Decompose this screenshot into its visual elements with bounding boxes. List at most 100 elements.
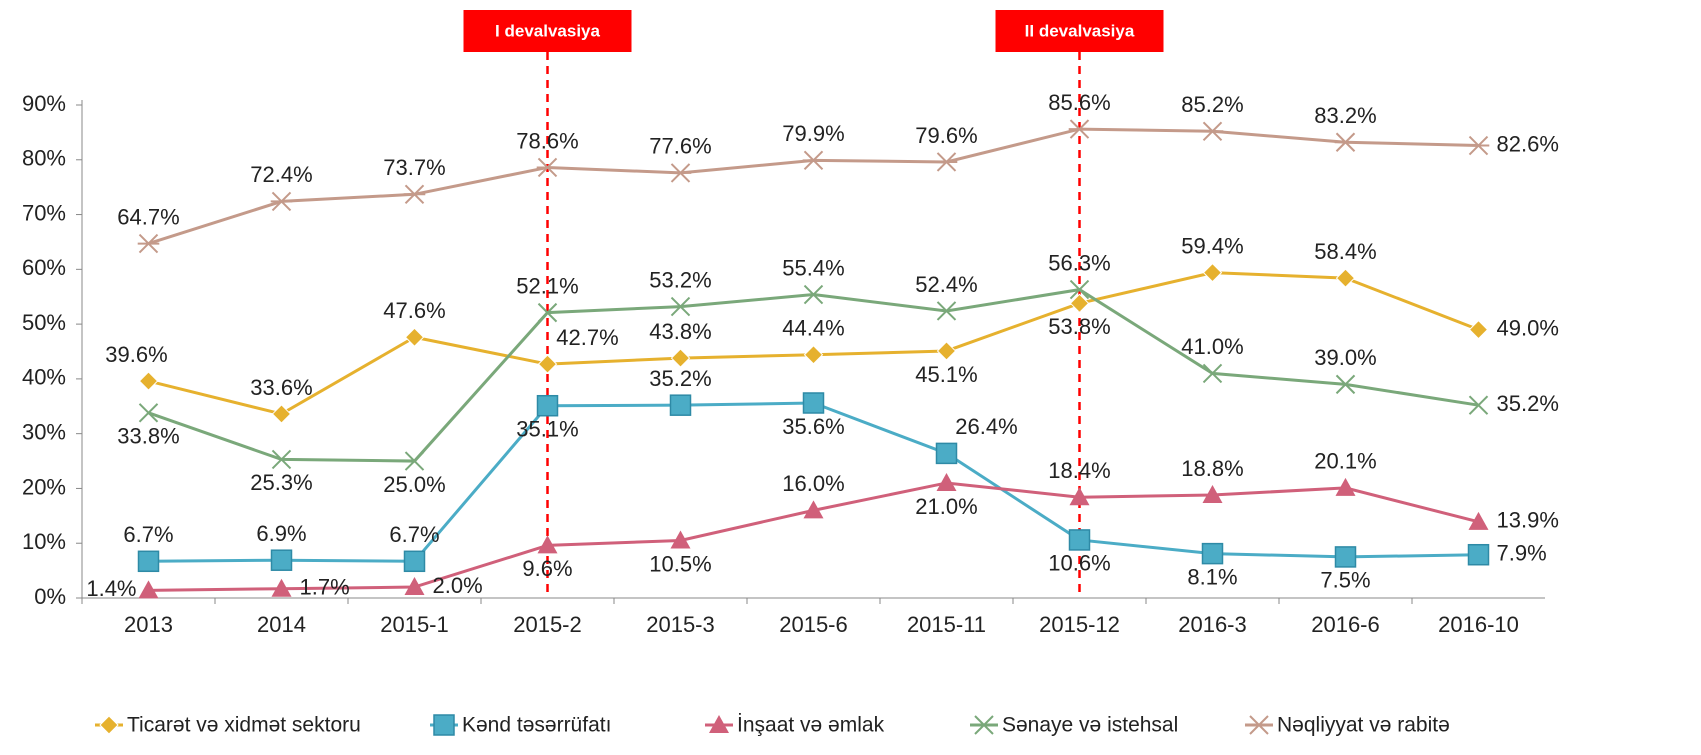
marker-shape	[1335, 268, 1356, 288]
data-label: 72.4%	[250, 162, 312, 187]
legend-label: Nəqliyyat və rabitə	[1277, 714, 1450, 737]
annotation-box	[995, 10, 1164, 52]
marker-shape	[271, 578, 292, 597]
marker-shape	[403, 550, 426, 573]
data-label: 25.0%	[383, 472, 445, 497]
marker-shape	[935, 442, 958, 465]
marker	[1202, 363, 1223, 384]
marker	[1468, 319, 1489, 340]
marker	[1201, 542, 1224, 565]
marker-shape	[404, 451, 425, 471]
data-label: 1.4%	[86, 576, 136, 601]
data-label: 85.2%	[1181, 92, 1243, 117]
legend-label: Sənaye və istehsal	[1002, 714, 1178, 737]
marker-shape	[138, 403, 159, 423]
marker-shape	[936, 301, 957, 321]
marker-shape	[1202, 262, 1223, 283]
data-label: 85.6%	[1048, 90, 1110, 115]
marker-shape	[670, 530, 691, 549]
x-tick-label: 2016-10	[1438, 612, 1519, 637]
data-label: 73.7%	[383, 155, 445, 180]
data-label: 83.2%	[1314, 103, 1376, 128]
marker-shape	[802, 392, 825, 414]
marker	[1069, 279, 1090, 300]
marker-shape	[537, 535, 558, 554]
marker	[803, 284, 824, 305]
marker	[1335, 374, 1356, 395]
data-label: 42.7%	[556, 325, 618, 350]
marker	[936, 341, 957, 361]
data-label: 49.0%	[1497, 315, 1559, 340]
data-label: 78.6%	[516, 128, 578, 153]
marker	[1069, 487, 1090, 506]
marker	[271, 578, 292, 597]
y-tick-label: 80%	[22, 146, 66, 171]
data-label: 2.0%	[433, 573, 483, 598]
data-label: 33.8%	[117, 424, 179, 449]
marker	[670, 296, 691, 317]
data-label: 41.0%	[1181, 334, 1243, 359]
marker	[802, 392, 825, 414]
marker-shape	[1202, 485, 1223, 504]
marker	[1068, 119, 1091, 139]
data-label: 10.6%	[1048, 551, 1110, 576]
marker	[403, 184, 426, 204]
marker	[936, 301, 957, 321]
data-label: 35.6%	[782, 414, 844, 439]
data-label: 1.7%	[300, 575, 350, 600]
marker-shape	[802, 150, 825, 171]
data-label: 45.1%	[915, 362, 977, 387]
y-tick-label: 0%	[34, 584, 66, 609]
data-label: 52.1%	[516, 273, 578, 298]
marker	[669, 394, 692, 416]
data-label: 6.9%	[256, 521, 306, 546]
data-label: 33.6%	[250, 375, 312, 400]
data-label: 77.6%	[649, 134, 711, 159]
marker	[537, 535, 558, 554]
data-label: 7.5%	[1320, 568, 1370, 593]
y-tick-label: 40%	[22, 365, 66, 390]
marker-shape	[803, 345, 824, 365]
marker	[404, 451, 425, 471]
data-label: 13.9%	[1497, 508, 1559, 533]
marker-shape	[537, 354, 558, 374]
marker-shape	[1068, 119, 1091, 139]
data-label: 26.4%	[955, 414, 1017, 439]
marker	[99, 715, 119, 735]
data-label: 59.4%	[1181, 233, 1243, 258]
marker	[404, 327, 425, 347]
marker-shape	[1069, 279, 1090, 300]
y-tick-label: 10%	[22, 529, 66, 554]
y-tick-label: 70%	[22, 200, 66, 225]
marker-shape	[270, 191, 293, 212]
marker-shape	[1069, 293, 1090, 314]
marker-shape	[537, 302, 558, 323]
data-label: 10.5%	[649, 551, 711, 576]
legend-label: Kənd təsərrüfatı	[462, 714, 611, 737]
data-label: 18.4%	[1048, 458, 1110, 483]
data-label: 35.2%	[649, 366, 711, 391]
marker-shape	[1202, 363, 1223, 384]
marker-shape	[974, 715, 994, 735]
marker-shape	[1468, 319, 1489, 340]
data-label: 25.3%	[250, 470, 312, 495]
x-tick-label: 2013	[124, 612, 173, 637]
marker-shape	[1334, 132, 1357, 152]
marker	[137, 550, 160, 573]
marker-shape	[1068, 529, 1091, 551]
marker-shape	[99, 715, 119, 735]
data-label: 53.2%	[649, 267, 711, 292]
marker-shape	[137, 550, 160, 573]
x-tick-label: 2016-3	[1178, 612, 1247, 637]
marker-shape	[1335, 374, 1356, 395]
marker-shape	[138, 371, 159, 391]
marker	[1334, 132, 1357, 152]
data-label: 53.8%	[1048, 314, 1110, 339]
series-line	[148, 127, 1479, 246]
marker	[270, 191, 293, 212]
x-tick-label: 2016-6	[1311, 612, 1380, 637]
marker	[137, 233, 160, 254]
marker	[936, 472, 957, 491]
marker	[433, 714, 455, 736]
marker-shape	[271, 404, 292, 424]
